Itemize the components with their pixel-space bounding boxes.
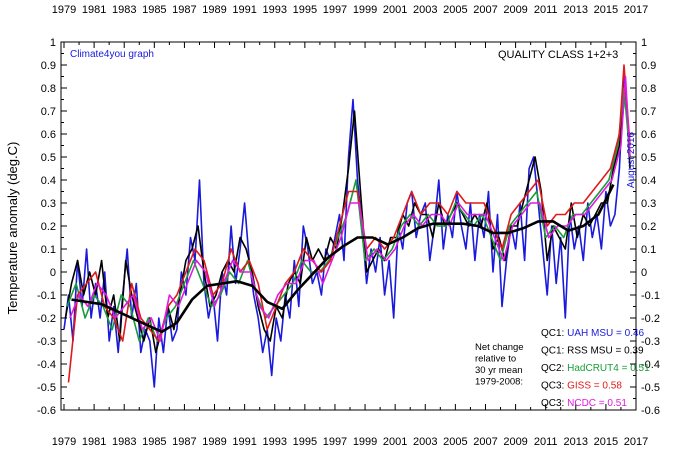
y-tick-label-left: 0.5	[41, 152, 56, 164]
x-tick-label-top: 2001	[383, 4, 407, 16]
y-tick-label-right: 0.4	[641, 175, 656, 187]
chart-credit: Climate4you graph	[70, 49, 154, 60]
x-tick-label-bottom: 2005	[443, 436, 467, 448]
x-tick-label-top: 1979	[52, 4, 76, 16]
chart-title: QUALITY CLASS 1+2+3	[498, 49, 618, 61]
legend-entry: QC3: GISS = 0.58	[541, 381, 622, 392]
y-tick-label-left: 0.4	[41, 175, 56, 187]
y-tick-label-right: 0.9	[641, 60, 656, 72]
x-tick-label-bottom: 1999	[353, 436, 377, 448]
y-tick-label-left: 0.9	[41, 60, 56, 72]
x-tick-label-bottom: 1987	[172, 436, 196, 448]
x-tick-label-bottom: 2007	[473, 436, 497, 448]
y-tick-label-left: 0.8	[41, 83, 56, 95]
y-tick-label-right: -0.3	[641, 336, 660, 348]
y-tick-label-left: -0.3	[37, 336, 56, 348]
x-tick-label-bottom: 2017	[624, 436, 648, 448]
x-tick-label-bottom: 1983	[112, 436, 136, 448]
y-tick-label-right: -0.1	[641, 290, 660, 302]
x-tick-label-top: 2011	[534, 4, 558, 16]
date-label: August 2016	[626, 131, 637, 188]
y-tick-label-right: 1	[641, 37, 647, 49]
legend-entry: QC3: NCDC = 0.51	[541, 398, 627, 409]
series-layer	[63, 64, 631, 388]
x-tick-label-bottom: 2009	[503, 436, 527, 448]
y-tick-label-right: -0.5	[641, 382, 660, 394]
x-tick-label-bottom: 1995	[293, 436, 317, 448]
y-tick-label-left: 0.2	[41, 221, 56, 233]
x-tick-label-top: 2013	[564, 4, 588, 16]
x-tick-label-top: 2003	[413, 4, 437, 16]
x-tick-label-top: 2017	[624, 4, 648, 16]
note-line: 30 yr mean	[475, 365, 523, 376]
x-tick-label-top: 1985	[142, 4, 166, 16]
x-tick-label-top: 2005	[443, 4, 467, 16]
note-line: Net change	[475, 342, 524, 353]
x-tick-label-top: 2007	[473, 4, 497, 16]
x-tick-label-top: 1993	[263, 4, 287, 16]
x-tick-label-top: 1987	[172, 4, 196, 16]
x-tick-label-bottom: 1985	[142, 436, 166, 448]
y-tick-label-left: 0	[50, 267, 56, 279]
legend: QC1: UAH MSU = 0.46 QC1: RSS MSU = 0.39 QC…	[541, 328, 650, 409]
y-tick-label-right: -0.6	[641, 405, 660, 417]
legend-entry: QC1: UAH MSU = 0.46	[541, 328, 645, 339]
x-tick-label-bottom: 2015	[594, 436, 618, 448]
x-tick-label-bottom: 2003	[413, 436, 437, 448]
x-tick-label-top: 1999	[353, 4, 377, 16]
ticks-layer: 1979 1981 1983 1985 1987 1989 1991 1993 1995 1997…	[37, 4, 660, 448]
x-tick-label-top: 1983	[112, 4, 136, 16]
x-tick-label-bottom: 2011	[534, 436, 558, 448]
x-tick-label-top: 2015	[594, 4, 618, 16]
y-tick-label-right: -0.2	[641, 313, 660, 325]
x-tick-label-bottom: 1997	[323, 436, 347, 448]
x-tick-label-bottom: 2013	[564, 436, 588, 448]
note-line: 1979-2008:	[475, 377, 523, 388]
y-tick-label-right: 0.7	[641, 106, 656, 118]
y-tick-label-left: -0.2	[37, 313, 56, 325]
y-tick-label-left: -0.5	[37, 382, 56, 394]
y-axis-label: Temperature anomaly (deg.C)	[5, 142, 20, 315]
y-tick-label-right: -0.4	[641, 359, 660, 371]
x-tick-label-bottom: 2001	[383, 436, 407, 448]
y-tick-label-left: 0.7	[41, 106, 56, 118]
x-tick-label-bottom: 1981	[82, 436, 106, 448]
series-line-ncdc	[69, 75, 631, 342]
x-tick-label-top: 1991	[232, 4, 256, 16]
running-mean-line	[71, 184, 615, 334]
x-tick-label-top: 1995	[293, 4, 317, 16]
legend-entry: QC1: RSS MSU = 0.39	[541, 346, 644, 357]
y-tick-label-left: -0.1	[37, 290, 56, 302]
y-tick-label-right: 0	[641, 267, 647, 279]
y-tick-label-right: 0.5	[641, 152, 656, 164]
y-tick-label-right: 0.6	[641, 129, 656, 141]
x-tick-label-top: 1989	[202, 4, 226, 16]
y-tick-label-left: -0.6	[37, 405, 56, 417]
x-tick-label-top: 2009	[503, 4, 527, 16]
y-tick-label-right: 0.2	[641, 221, 656, 233]
y-tick-label-right: 0.3	[641, 198, 656, 210]
x-tick-label-top: 1997	[323, 4, 347, 16]
y-tick-label-right: 0.1	[641, 244, 656, 256]
note-line: relative to	[475, 354, 516, 365]
y-tick-label-left: 1	[50, 37, 56, 49]
y-tick-label-right: 0.8	[641, 83, 656, 95]
y-tick-label-left: 0.6	[41, 129, 56, 141]
x-tick-label-bottom: 1991	[232, 436, 256, 448]
y-tick-label-left: -0.4	[37, 359, 56, 371]
y-tick-label-left: 0.3	[41, 198, 56, 210]
x-tick-label-bottom: 1993	[263, 436, 287, 448]
x-tick-label-top: 1981	[82, 4, 106, 16]
y-tick-label-left: 0.1	[41, 244, 56, 256]
x-tick-label-bottom: 1979	[52, 436, 76, 448]
x-tick-label-bottom: 1989	[202, 436, 226, 448]
legend-entry: QC2: HadCRUT4 = 0.51	[541, 363, 650, 374]
running-mean-layer	[71, 184, 615, 334]
